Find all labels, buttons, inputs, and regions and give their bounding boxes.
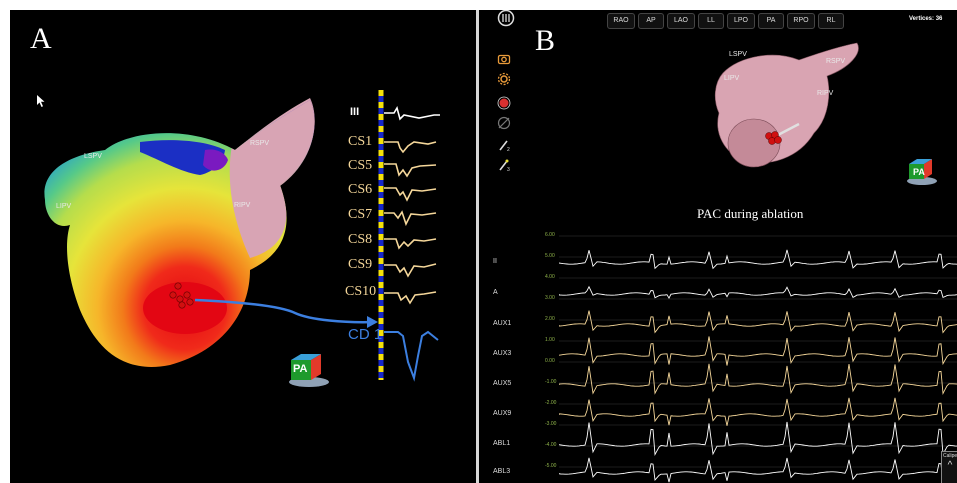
trace-abl1: [559, 421, 957, 457]
signal-label-cd1: CD 1: [348, 326, 383, 343]
orientation-cube-icon-b: [907, 159, 937, 185]
trace-a: [559, 285, 957, 300]
trace-aux1: [559, 310, 957, 334]
ecg-tracing-area: [559, 235, 957, 483]
panel-a-label: A: [30, 22, 52, 55]
catheter-2-icon[interactable]: 3: [497, 158, 511, 172]
y-tick-label: -3.00: [545, 421, 557, 427]
y-tick-label: -4.00: [545, 442, 557, 448]
channel-label-a: A: [493, 289, 498, 296]
y-tick-label: -1.00: [545, 379, 557, 385]
channel-label-aux5: AUX5: [493, 380, 512, 387]
signal-label-cs6: CS6: [348, 182, 373, 197]
catheter-1-icon[interactable]: 2: [497, 138, 511, 152]
svg-text:2: 2: [507, 147, 510, 152]
orientation-cube-label: PA: [293, 363, 308, 375]
atrial-3d-model: [714, 42, 859, 168]
signal-label-iii: III: [350, 106, 360, 118]
panel-a: A: [10, 10, 476, 483]
y-tick-label: 2.00: [545, 316, 555, 322]
svg-text:3: 3: [507, 167, 510, 172]
anatomy-label-lipv-b: LIPV: [724, 75, 740, 82]
trace-aux5: [559, 363, 957, 395]
anatomy-label-lspv-b: LSPV: [729, 51, 747, 58]
channel-label-aux9: AUX9: [493, 410, 512, 417]
view-button-rl[interactable]: RL: [818, 13, 844, 29]
panel-b: RAO AP LAO LL LPO PA RPO RL Vertices: 36…: [479, 10, 957, 483]
view-button-rao[interactable]: RAO: [607, 13, 635, 29]
anatomy-label-ripv-b: RIPV: [817, 90, 834, 97]
y-tick-label: 4.00: [545, 274, 555, 280]
panel-divider: [476, 10, 479, 483]
timing-marker-line: [378, 90, 384, 380]
caliper-arrow-icon[interactable]: ^: [947, 460, 953, 471]
tracing-title: PAC during ablation: [697, 206, 804, 221]
view-button-pa[interactable]: PA: [758, 13, 784, 29]
y-tick-label: 3.00: [545, 295, 555, 301]
y-tick-label: 6.00: [545, 232, 555, 238]
signal-label-cs8: CS8: [348, 232, 373, 247]
orientation-cube-icon: [289, 354, 329, 387]
anatomy-label-lspv: LSPV: [84, 153, 102, 160]
vertices-label: Vertices:: [909, 16, 935, 22]
panel-b-label: B: [535, 24, 556, 57]
channel-label-ii: II: [493, 258, 497, 265]
anatomy-label-lipv: LIPV: [56, 203, 72, 210]
camera-icon[interactable]: [497, 52, 511, 66]
y-tick-label: -5.00: [545, 463, 557, 469]
vertices-value: 36: [935, 16, 943, 22]
view-button-lpo[interactable]: LPO: [727, 13, 755, 29]
y-tick-label: 1.00: [545, 337, 555, 343]
view-button-lao[interactable]: LAO: [667, 13, 695, 29]
signal-label-cs7: CS7: [348, 207, 373, 222]
activation-map: [44, 98, 378, 367]
signal-label-cs10: CS10: [345, 284, 377, 299]
y-tick-label: -2.00: [545, 400, 557, 406]
view-button-rpo[interactable]: RPO: [787, 13, 815, 29]
signal-label-cs5: CS5: [348, 158, 373, 173]
anatomy-label-rspv: RSPV: [250, 140, 270, 147]
channel-label-aux3: AUX3: [493, 350, 512, 357]
caliper-label: Calipe: [943, 453, 957, 459]
trace-abl3: [559, 457, 957, 483]
view-button-ap[interactable]: AP: [638, 13, 664, 29]
heart-map-icon[interactable]: [497, 96, 511, 110]
y-tick-label: 0.00: [545, 358, 555, 364]
trace-ii: [559, 249, 957, 270]
y-tick-label: 5.00: [545, 253, 555, 259]
menu-icon[interactable]: [497, 10, 515, 27]
signal-waveforms: [384, 105, 440, 382]
signal-label-cs1: CS1: [348, 134, 373, 149]
mouse-cursor-icon: [37, 95, 45, 107]
hide-map-icon[interactable]: [497, 116, 511, 130]
trace-aux3: [559, 336, 957, 366]
signal-label-cs9: CS9: [348, 257, 373, 272]
channel-label-abl3: ABL3: [493, 468, 511, 475]
settings-gear-icon[interactable]: [497, 72, 511, 86]
view-button-ll[interactable]: LL: [698, 13, 724, 29]
caliper-box[interactable]: Calipe ^: [941, 451, 957, 483]
channel-label-abl1: ABL1: [493, 440, 511, 447]
orientation-cube-label-b: PA: [913, 167, 925, 177]
anatomy-label-ripv: RIPV: [234, 202, 251, 209]
trace-aux9: [559, 397, 957, 426]
channel-label-aux1: AUX1: [493, 320, 512, 327]
anatomy-label-rspv-b: RSPV: [826, 58, 846, 65]
